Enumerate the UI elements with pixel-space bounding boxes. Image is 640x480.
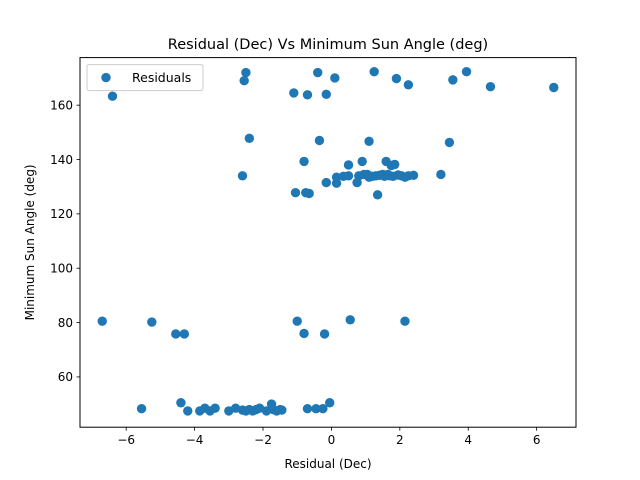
data-point xyxy=(302,90,313,100)
data-point xyxy=(444,137,455,148)
data-point xyxy=(299,328,309,339)
data-point xyxy=(237,171,248,181)
y-axis-label: Minimum Sun Angle (deg) xyxy=(23,164,37,320)
ticks-layer: −6 −4 −2 0 2 4 6 60 80 100 120 140 160 xyxy=(50,98,540,447)
legend: Residuals xyxy=(86,64,204,92)
data-point xyxy=(239,76,249,86)
data-point xyxy=(299,156,309,167)
data-point xyxy=(408,170,419,180)
data-point xyxy=(319,329,330,339)
points-layer xyxy=(97,67,559,416)
data-point xyxy=(357,156,367,167)
data-point xyxy=(448,75,458,85)
y-tick-label: 100 xyxy=(50,262,73,276)
data-point xyxy=(97,316,107,326)
data-point xyxy=(304,188,314,199)
data-point xyxy=(400,316,410,326)
x-tick-label: 2 xyxy=(396,433,404,447)
data-point xyxy=(244,133,255,144)
data-point xyxy=(136,404,147,414)
data-point xyxy=(107,91,118,101)
legend-box xyxy=(86,64,204,92)
y-tick-label: 80 xyxy=(58,316,73,330)
data-point xyxy=(171,329,181,339)
legend-label-residuals: Residuals xyxy=(132,70,191,85)
data-point xyxy=(343,171,354,181)
y-tick-label: 160 xyxy=(50,98,73,112)
data-point xyxy=(179,329,190,339)
data-point xyxy=(210,403,220,413)
y-tick-label: 120 xyxy=(50,207,73,221)
data-point xyxy=(403,80,414,90)
data-point xyxy=(549,82,559,93)
x-tick-label: −6 xyxy=(117,433,135,447)
data-point xyxy=(364,136,374,147)
legend-marker xyxy=(101,72,111,83)
chart-title: Residual (Dec) Vs Minimum Sun Angle (deg… xyxy=(168,37,488,53)
x-tick-label: −4 xyxy=(186,433,204,447)
data-point xyxy=(485,81,496,92)
data-point xyxy=(147,317,157,327)
x-axis-label: Residual (Dec) xyxy=(284,457,371,471)
y-tick-label: 60 xyxy=(58,370,73,384)
data-point xyxy=(321,177,331,188)
data-point xyxy=(391,73,402,84)
data-point xyxy=(289,88,299,98)
x-tick-label: −2 xyxy=(254,433,272,447)
y-tick-label: 140 xyxy=(50,153,73,167)
data-point xyxy=(302,404,313,414)
data-point xyxy=(277,405,287,415)
data-point xyxy=(318,404,328,414)
data-point xyxy=(372,190,383,200)
data-point xyxy=(292,316,302,326)
data-point xyxy=(183,406,193,416)
data-point xyxy=(386,160,396,171)
x-tick-label: 6 xyxy=(533,433,541,447)
data-point xyxy=(343,160,354,170)
data-point xyxy=(311,404,321,414)
data-point xyxy=(369,67,379,77)
data-point xyxy=(290,187,301,198)
x-tick-label: 0 xyxy=(328,433,336,447)
data-point xyxy=(314,135,325,146)
data-point xyxy=(345,315,355,325)
data-point xyxy=(313,67,323,78)
data-point xyxy=(241,67,251,78)
data-point xyxy=(331,172,342,182)
data-point xyxy=(461,67,472,77)
x-tick-label: 4 xyxy=(464,433,472,447)
data-point xyxy=(176,398,186,408)
data-point xyxy=(436,169,446,180)
data-point xyxy=(321,89,331,99)
plot-frame xyxy=(79,57,577,428)
data-point xyxy=(330,73,340,83)
data-point xyxy=(325,398,335,408)
